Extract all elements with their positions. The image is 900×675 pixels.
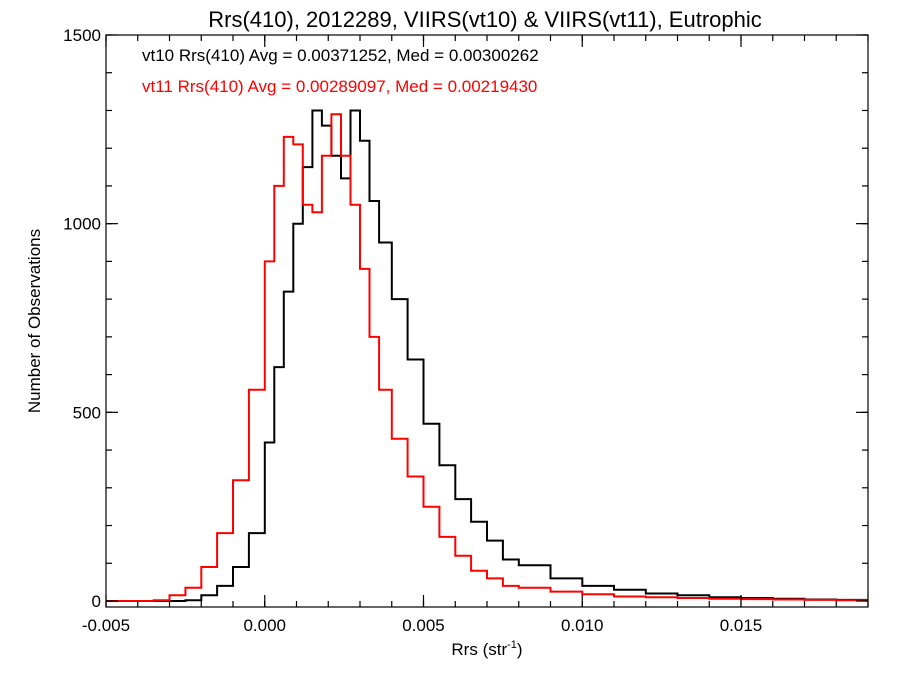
x-tick-label: 0.010 [561,616,604,635]
x-tick-label: -0.005 [82,616,130,635]
x-axis-title-superscript: -1 [507,639,517,651]
y-tick-label: 0 [92,592,101,611]
series-line-vt10 [106,109,868,602]
x-axis-title-end: ) [517,640,523,659]
y-tick-label: 1500 [63,26,101,45]
y-axis-title: Number of Observations [25,229,44,413]
x-tick-label: 0.015 [720,616,763,635]
x-tick-label: 0.005 [402,616,445,635]
y-axis: 0 500 1000 1500 [63,26,868,611]
y-tick-label: 500 [73,403,101,422]
chart-title: Rrs(410), 2012289, VIIRS(vt10) & VIIRS(v… [208,7,762,32]
x-tick-label: 0.000 [243,616,286,635]
x-axis: -0.005 0.000 0.005 0.010 0.015 [82,35,869,635]
x-axis-title-main: Rrs (str [451,640,507,659]
legend: vt10 Rrs(410) Avg = 0.00371252, Med = 0.… [142,46,539,96]
legend-entry-vt11: vt11 Rrs(410) Avg = 0.00289097, Med = 0.… [142,77,537,96]
legend-entry-vt10: vt10 Rrs(410) Avg = 0.00371252, Med = 0.… [142,46,539,65]
series-line-vt11 [106,113,868,602]
series-layer [106,109,868,602]
x-axis-title: Rrs (str-1) [451,639,522,659]
y-tick-label: 1000 [63,215,101,234]
